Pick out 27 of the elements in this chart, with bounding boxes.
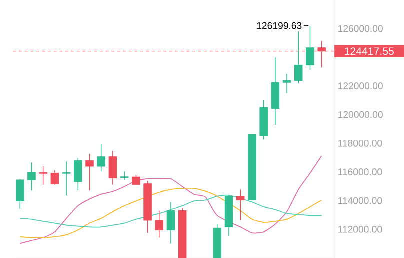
candlestick (236, 189, 245, 221)
candlestick (62, 161, 71, 196)
candlestick (294, 31, 303, 84)
line-series (20, 155, 322, 244)
candlestick (132, 174, 140, 186)
y-tick-label: 122000.00 (338, 82, 383, 90)
y-tick-label: 112000.00 (338, 226, 382, 233)
ref-line-label: 124417.55 (345, 48, 394, 56)
candlestick (120, 170, 129, 180)
line-series (20, 188, 322, 238)
y-tick-label: 120000.00 (338, 111, 383, 118)
y-tick-label: 126000.00 (338, 25, 383, 32)
candlestick (28, 162, 36, 191)
candlestick (108, 150, 118, 186)
candlestick (74, 157, 82, 191)
candlestick (282, 74, 292, 94)
candlestick (166, 202, 176, 244)
annotation: 126199.63 (257, 22, 302, 30)
candlestick (86, 154, 94, 191)
candlestick (50, 170, 60, 186)
candlestick (16, 178, 24, 210)
candlestick (155, 210, 164, 238)
y-tick-label: 116000.00 (338, 168, 382, 176)
candlestick (39, 166, 48, 186)
y-tick-label: 114000.00 (338, 197, 382, 204)
y-tick-label: 118000.00 (338, 140, 382, 147)
candlestick (97, 144, 106, 172)
